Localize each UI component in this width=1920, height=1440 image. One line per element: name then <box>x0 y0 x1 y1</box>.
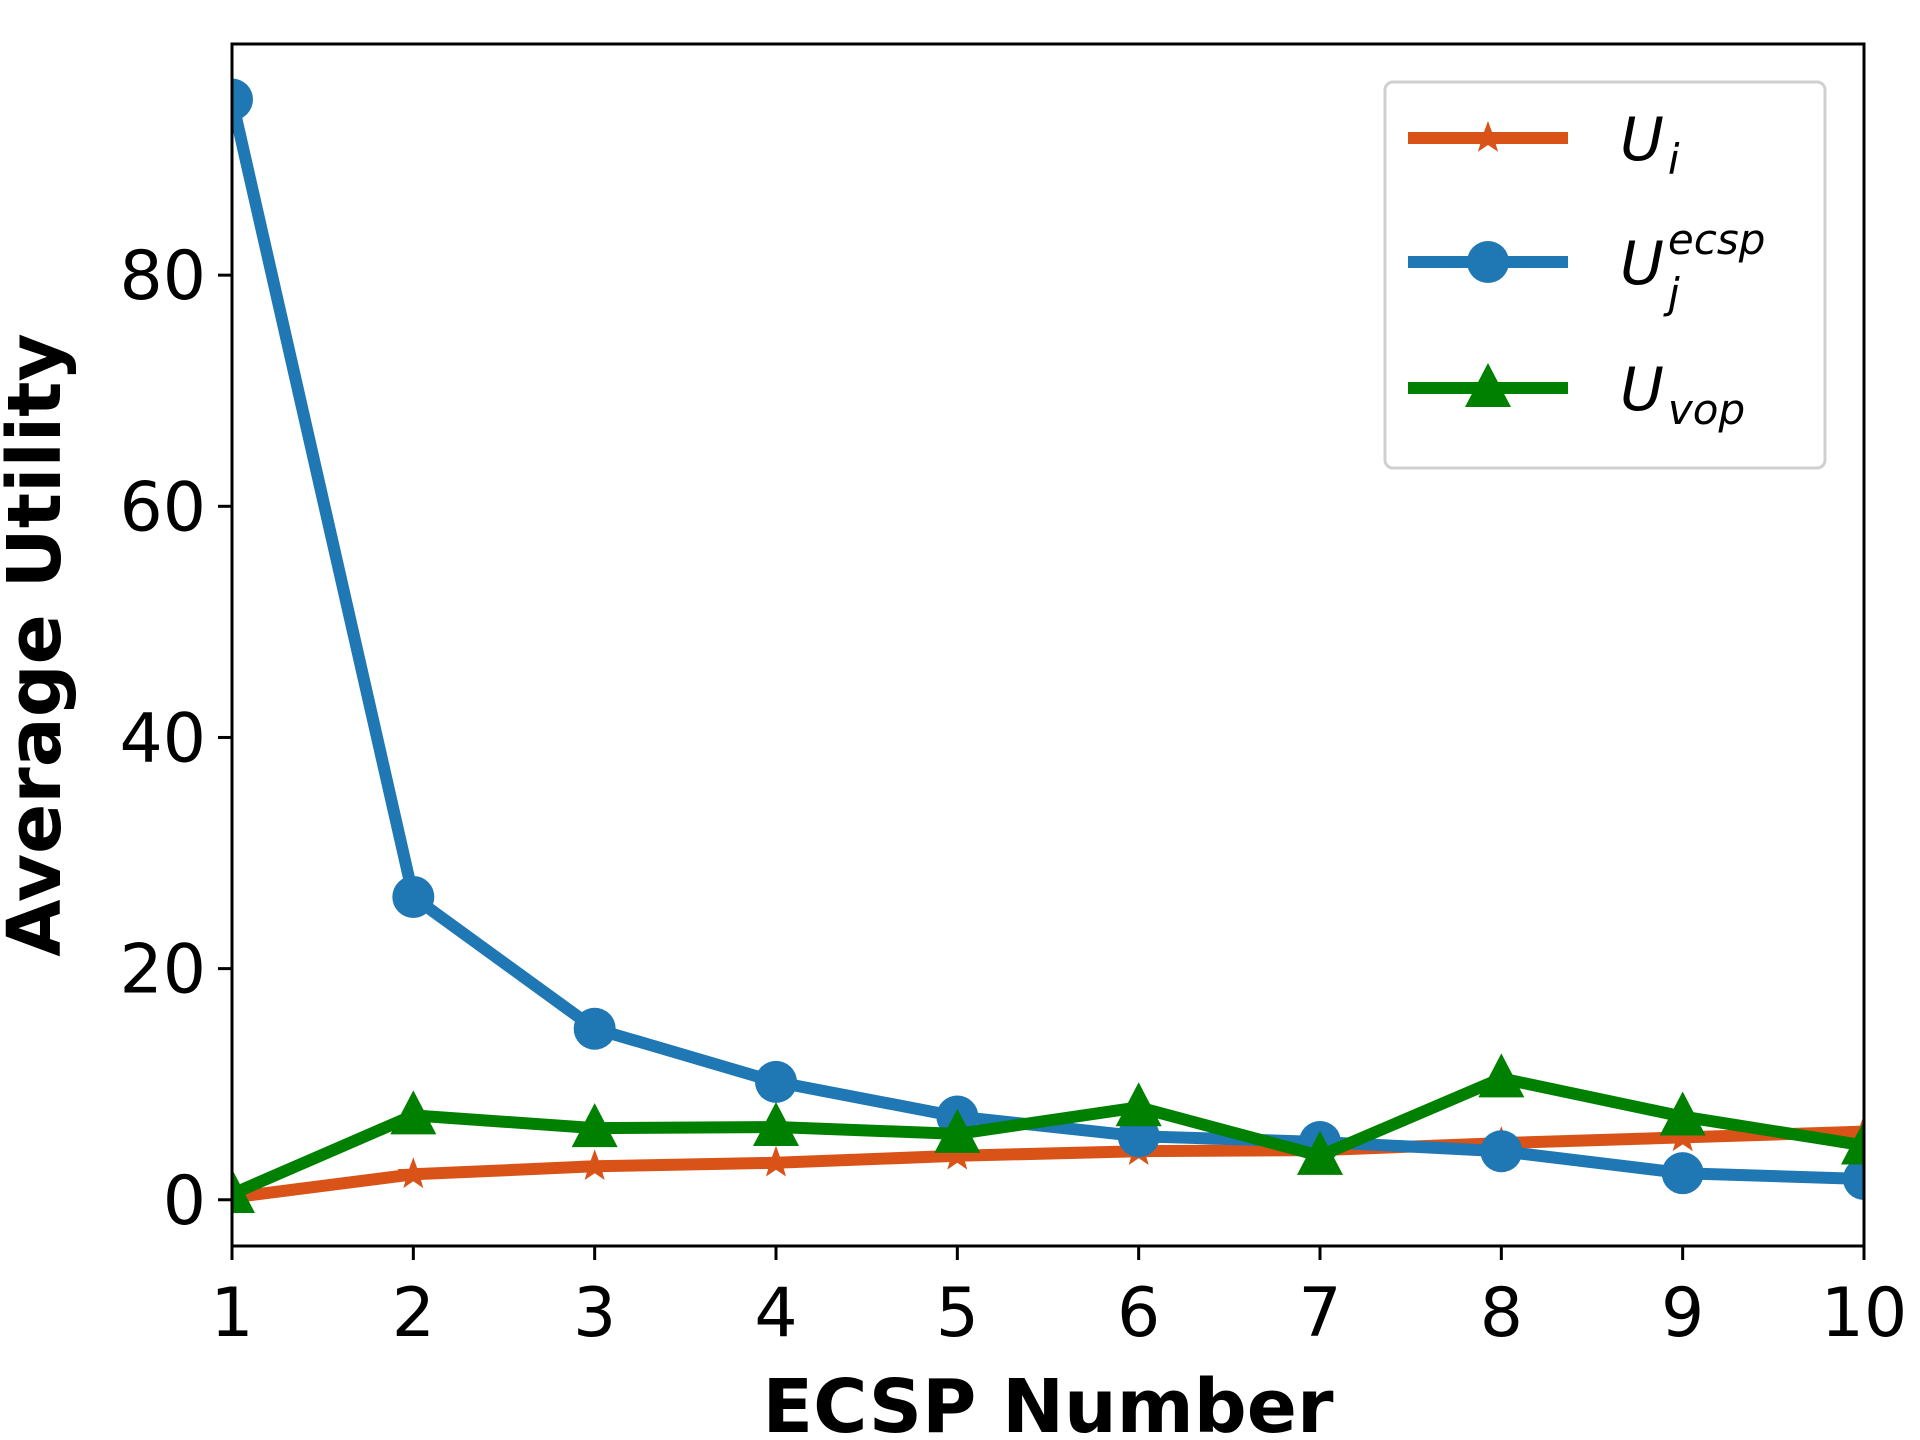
data-point-uvop <box>571 1103 618 1148</box>
x-tick-label: 3 <box>573 1274 616 1353</box>
y-tick-label: 0 <box>163 1162 206 1241</box>
x-tick-label: 5 <box>936 1274 979 1353</box>
x-tick-label: 1 <box>210 1274 253 1353</box>
y-tick-label: 40 <box>119 699 206 778</box>
y-tick-label: 60 <box>119 468 206 547</box>
legend-item-uvop: Uvop <box>1408 355 1745 434</box>
x-tick-label: 4 <box>754 1274 797 1353</box>
legend-label: Ui <box>1620 105 1680 184</box>
data-point-uecsp <box>1843 1157 1864 1200</box>
legend-marker <box>1471 121 1505 152</box>
x-tick-label: 10 <box>1821 1274 1908 1353</box>
legend-item-ui: Ui <box>1408 105 1680 184</box>
x-tick-label: 9 <box>1661 1274 1704 1353</box>
data-point-uecsp <box>1661 1152 1704 1195</box>
data-point-ui <box>1666 1120 1699 1152</box>
data-point-uvop <box>1841 1120 1864 1165</box>
legend-items: Ui Uecsp j Uvop <box>1408 105 1765 434</box>
legend-marker <box>1465 363 1511 407</box>
y-axis-title: Average Utility <box>0 333 78 957</box>
data-point-ui <box>941 1138 974 1170</box>
series-line-uvop <box>232 1072 1864 1200</box>
x-axis-ticks: 1 2 3 4 5 6 7 8 9 10 <box>210 1246 1907 1353</box>
data-point-uvop <box>390 1090 437 1135</box>
data-point-uvop <box>753 1101 799 1146</box>
data-point-uecsp <box>755 1060 797 1103</box>
x-tick-label: 6 <box>1117 1274 1160 1353</box>
data-point-uvop <box>232 1168 255 1213</box>
data-point-uvop <box>1659 1091 1706 1136</box>
legend-marker <box>1467 241 1509 283</box>
plot-content <box>232 78 1864 1213</box>
legend-item-uecsp: Uecsp j <box>1408 215 1765 318</box>
data-point-uecsp <box>392 875 435 918</box>
x-tick-label: 8 <box>1480 1274 1523 1353</box>
series-line-ui <box>232 1125 1864 1204</box>
data-point-uvop <box>1297 1130 1343 1175</box>
x-tick-label: 7 <box>1298 1274 1341 1353</box>
legend-box <box>1383 80 1827 470</box>
plot-frame <box>230 42 1866 1248</box>
x-axis-title: ECSP Number <box>763 1364 1334 1440</box>
y-tick-label: 80 <box>119 237 206 316</box>
data-point-uecsp <box>232 78 253 121</box>
data-point-uvop <box>934 1108 981 1153</box>
data-point-uecsp <box>573 1007 616 1050</box>
legend-label: Uvop <box>1620 355 1745 434</box>
legend: Ui Uecsp j Uvop <box>1383 80 1827 470</box>
data-point-uecsp <box>1480 1130 1523 1173</box>
data-point-uvop <box>1478 1053 1525 1098</box>
series-uvop <box>232 1053 1864 1213</box>
x-tick-label: 2 <box>392 1274 435 1353</box>
data-point-ui <box>759 1145 793 1177</box>
data-point-ui <box>578 1149 611 1180</box>
data-point-uvop <box>1115 1082 1162 1127</box>
data-point-ui <box>397 1157 430 1189</box>
y-axis-ticks: 0 20 40 60 80 <box>119 237 232 1241</box>
y-tick-label: 20 <box>119 931 206 1010</box>
legend-label: Uecsp j <box>1620 215 1765 318</box>
